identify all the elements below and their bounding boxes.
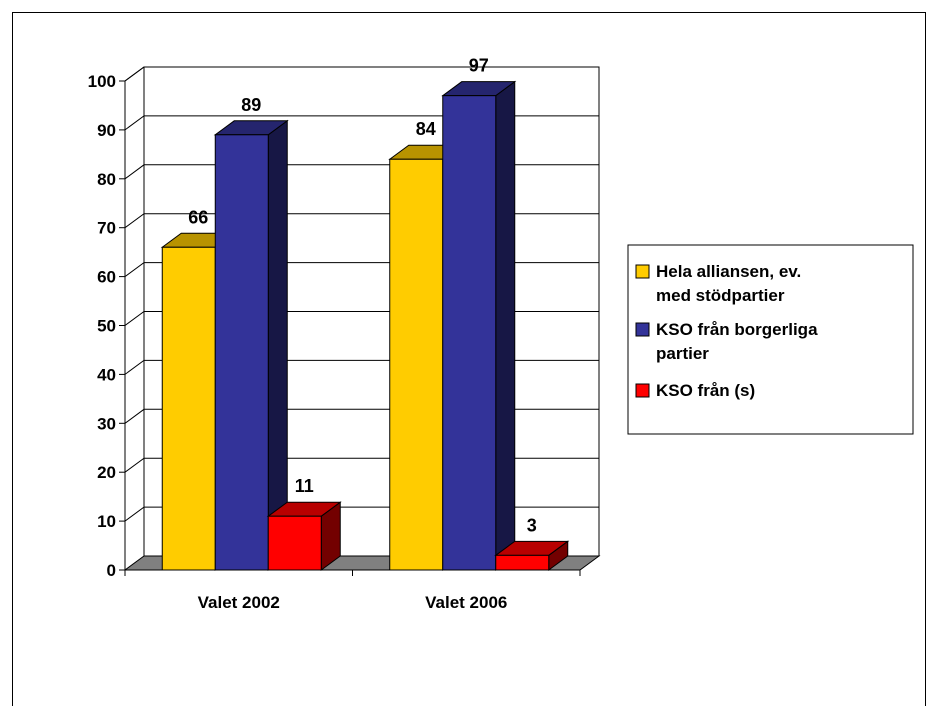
y-tick-label: 80 [97,170,116,189]
y-tick-label: 30 [97,414,116,433]
legend-swatch [635,264,650,279]
legend-label: KSO från (s) [656,381,755,400]
legend-swatch [635,383,650,398]
data-labels: 66 89 11 84 97 3 [188,56,537,536]
legend: Hela alliansen, ev. med stödpartier KSO fr… [627,244,914,435]
data-label: 11 [295,476,314,496]
x-tick-label: Valet 2002 [198,593,280,612]
legend-label: Hela alliansen, ev. med stödpartier [656,262,801,305]
bar [213,119,289,571]
gridline [124,115,599,131]
data-label: 3 [527,515,537,535]
y-tick-label: 40 [97,365,116,384]
y-tick-label: 20 [97,463,116,482]
x-tick-label: Valet 2006 [425,593,507,612]
data-label: 84 [416,119,436,139]
y-tick-label: 90 [97,121,116,140]
chart-frame [12,12,926,706]
x-axis: Valet 2002 Valet 2006 [124,569,581,612]
legend-box [627,244,914,435]
y-tick-label: 100 [88,72,116,91]
y-tick-label: 0 [107,561,116,580]
gridline [124,164,599,180]
bar [266,501,342,571]
legend-swatch [635,322,650,337]
data-label: 66 [188,207,208,227]
bar [441,80,517,571]
data-label: 97 [469,56,489,76]
bar [494,540,570,571]
gridline [124,66,599,82]
data-label: 89 [241,95,261,115]
legend-label: KSO från borgerliga partier [656,320,818,363]
y-tick-label: 10 [97,512,116,531]
y-axis: 0 10 20 30 40 50 60 70 80 90 100 [88,72,125,580]
bars [160,80,570,571]
y-tick-label: 60 [97,268,116,287]
y-tick-label: 50 [97,317,116,336]
y-tick-label: 70 [97,219,116,238]
